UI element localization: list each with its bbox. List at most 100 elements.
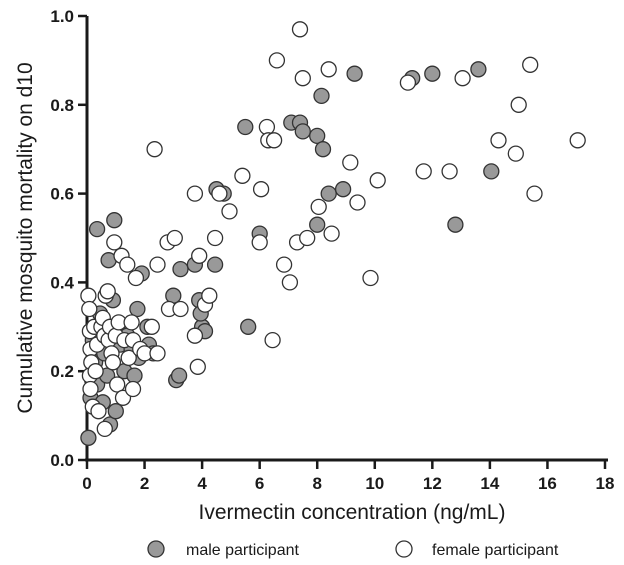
female-data-point — [454, 70, 471, 87]
x-tick-label: 10 — [365, 474, 384, 493]
female-data-point — [342, 154, 359, 171]
y-tick-label: 0.2 — [50, 362, 74, 381]
male-data-point — [313, 87, 330, 105]
male-data-point — [470, 61, 487, 78]
female-data-point — [399, 74, 417, 91]
female-data-point — [291, 21, 309, 38]
female-data-point — [265, 132, 283, 149]
y-axis-title: Cumulative mosquito mortality on d10 — [14, 62, 37, 413]
female-data-point — [99, 283, 116, 300]
x-tick-label: 16 — [538, 474, 557, 493]
x-tick-label: 14 — [480, 474, 499, 493]
female-data-point — [106, 234, 123, 251]
male-data-point — [334, 181, 352, 198]
female-data-point — [221, 203, 238, 220]
female-data-point — [320, 61, 337, 78]
legend-female-label: female participant — [432, 542, 559, 559]
male-data-point — [240, 318, 257, 335]
female-data-point — [119, 256, 136, 273]
female-data-point — [201, 287, 218, 304]
female-data-point — [569, 132, 586, 149]
female-data-point — [362, 269, 379, 287]
female-data-point — [206, 229, 224, 247]
x-tick-label: 8 — [312, 474, 321, 493]
male-data-point — [294, 123, 311, 140]
y-tick-label: 1.0 — [50, 7, 74, 26]
female-data-point — [251, 234, 268, 251]
male-data-point — [172, 260, 189, 278]
female-data-point — [415, 163, 432, 180]
female-data-point — [310, 198, 327, 216]
female-data-point — [172, 300, 189, 318]
female-data-point — [264, 331, 281, 349]
male-data-point — [170, 367, 188, 384]
female-series — [80, 21, 586, 438]
female-data-point — [82, 380, 99, 398]
female-data-point — [234, 167, 251, 184]
legend: male participant female participant — [147, 540, 559, 559]
male-data-point — [483, 163, 500, 180]
y-tick-label: 0.0 — [50, 451, 74, 470]
female-data-point — [522, 56, 539, 73]
x-tick-label: 12 — [423, 474, 442, 493]
male-data-point — [106, 212, 123, 229]
male-data-point — [309, 216, 326, 233]
x-tick-label: 4 — [197, 474, 207, 493]
female-data-point — [124, 380, 142, 398]
female-data-point — [275, 256, 293, 273]
female-data-point — [299, 229, 316, 247]
x-axis-ticks: 0 2 4 6 8 10 12 14 16 18 — [82, 460, 614, 493]
male-data-point — [206, 256, 224, 273]
y-tick-label: 0.8 — [50, 96, 74, 115]
female-data-point — [369, 172, 386, 189]
female-data-point — [490, 132, 507, 149]
male-data-point — [80, 429, 97, 446]
x-axis-title: Ivermectin concentration (ng/mL) — [199, 501, 506, 524]
x-tick-label: 18 — [596, 474, 615, 493]
female-data-point — [120, 349, 137, 367]
male-data-point — [447, 216, 464, 233]
male-data-point — [320, 185, 337, 202]
female-data-point — [104, 354, 122, 371]
female-data-point — [211, 185, 228, 202]
female-data-point — [166, 229, 183, 247]
female-data-point — [526, 185, 543, 202]
x-tick-label: 2 — [140, 474, 149, 493]
female-data-point — [258, 118, 276, 136]
male-series — [80, 61, 500, 446]
x-tick-label: 6 — [255, 474, 264, 493]
male-data-point — [107, 403, 124, 420]
male-data-point — [237, 118, 254, 136]
female-data-point — [96, 420, 113, 438]
female-data-point — [252, 181, 270, 198]
y-axis-ticks: 0.0 0.2 0.4 0.6 0.8 1.0 — [50, 7, 87, 470]
female-data-point — [143, 318, 160, 335]
female-data-point — [191, 247, 208, 264]
male-data-point — [314, 141, 332, 158]
female-data-point — [349, 194, 366, 211]
female-data-point — [149, 345, 166, 362]
legend-female-marker — [395, 540, 413, 558]
male-data-point — [346, 65, 363, 82]
male-data-point — [309, 127, 326, 145]
female-data-point — [81, 300, 98, 318]
female-data-point — [109, 376, 126, 393]
male-data-point — [88, 220, 106, 238]
female-data-point — [441, 163, 458, 180]
female-data-point — [149, 256, 166, 273]
female-data-point — [127, 269, 145, 287]
female-data-point — [189, 358, 206, 375]
male-data-point — [424, 65, 441, 82]
male-data-point — [129, 300, 146, 318]
y-tick-label: 0.6 — [50, 185, 74, 204]
male-data-point — [126, 367, 143, 384]
female-data-point — [323, 225, 340, 242]
y-tick-label: 0.4 — [50, 273, 74, 292]
female-data-point — [186, 185, 204, 202]
legend-male-label: male participant — [186, 542, 300, 559]
female-data-point — [87, 363, 104, 380]
female-data-point — [510, 96, 527, 113]
female-data-point — [294, 70, 311, 87]
